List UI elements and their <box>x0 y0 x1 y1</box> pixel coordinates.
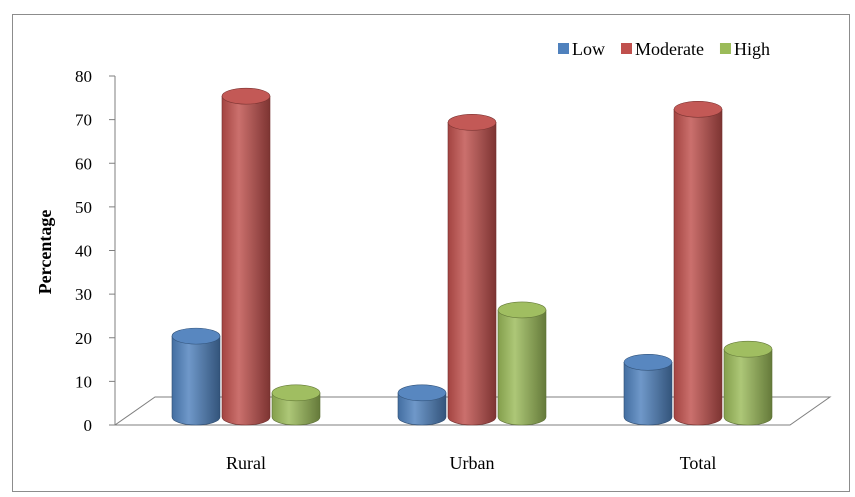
category-label-rural: Rural <box>226 453 266 473</box>
y-tick-label: 0 <box>84 416 93 435</box>
legend-swatch <box>558 43 569 54</box>
legend-label: Moderate <box>635 39 704 59</box>
legend-item-high: High <box>719 39 770 59</box>
y-tick-label: 30 <box>75 285 92 304</box>
y-tick-label: 50 <box>75 198 92 217</box>
bar-rural-low <box>171 327 221 426</box>
category-label-urban: Urban <box>450 453 495 473</box>
legend-swatch <box>621 43 632 54</box>
y-tick-label: 70 <box>75 111 92 130</box>
bar-rural-moderate <box>221 87 271 426</box>
y-tick-label: 60 <box>75 154 92 173</box>
y-axis-title: Percentage <box>35 210 55 295</box>
legend-swatch <box>719 43 731 54</box>
bars-group <box>171 87 773 426</box>
y-axis-ticks: 0 10 20 30 40 50 60 70 80 <box>75 67 115 435</box>
bar-rural-high <box>271 384 321 426</box>
bar-total-low <box>623 353 673 426</box>
bar-urban-low <box>397 384 447 426</box>
y-tick-label: 80 <box>75 67 92 86</box>
bar-urban-high <box>497 301 547 426</box>
legend-item-low: Low <box>558 39 605 59</box>
y-tick-label: 10 <box>75 372 92 391</box>
legend-label: High <box>734 39 770 59</box>
y-tick-label: 40 <box>75 242 92 261</box>
category-label-total: Total <box>680 453 717 473</box>
bar-urban-moderate <box>447 114 497 426</box>
y-tick-label: 20 <box>75 329 92 348</box>
legend-item-moderate: Moderate <box>621 39 704 59</box>
legend: Low Moderate High <box>558 39 770 59</box>
legend-label: Low <box>572 39 605 59</box>
bar-total-high <box>723 340 773 426</box>
bar-total-moderate <box>673 100 723 426</box>
category-labels: Rural Urban Total <box>226 453 716 473</box>
